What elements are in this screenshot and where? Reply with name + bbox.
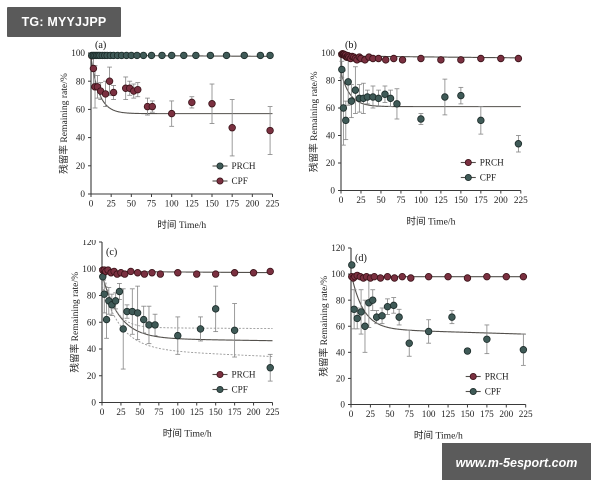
svg-text:20: 20 [336, 374, 346, 384]
svg-text:60: 60 [76, 105, 86, 115]
svg-text:75: 75 [396, 195, 406, 205]
svg-text:100: 100 [82, 264, 96, 274]
svg-text:75: 75 [154, 407, 164, 417]
svg-text:25: 25 [107, 198, 117, 208]
svg-text:100: 100 [165, 198, 179, 208]
svg-text:125: 125 [441, 409, 455, 419]
svg-text:(b): (b) [345, 40, 357, 51]
svg-text:60: 60 [336, 321, 346, 331]
svg-text:40: 40 [336, 347, 346, 357]
svg-text:100: 100 [71, 48, 85, 58]
svg-text:40: 40 [76, 133, 86, 143]
svg-text:时间 Time/h: 时间 Time/h [414, 430, 463, 442]
svg-text:0: 0 [340, 400, 345, 410]
svg-text:25: 25 [356, 195, 366, 205]
svg-text:20: 20 [76, 161, 86, 171]
svg-text:100: 100 [321, 48, 335, 58]
svg-text:0: 0 [80, 189, 85, 199]
svg-text:20: 20 [326, 158, 336, 168]
svg-text:25: 25 [366, 409, 376, 419]
svg-text:225: 225 [519, 409, 533, 419]
svg-text:残留率 Remaining rate/%: 残留率 Remaining rate/% [69, 272, 81, 373]
svg-text:75: 75 [147, 198, 157, 208]
svg-text:125: 125 [185, 198, 199, 208]
svg-text:PRCH: PRCH [485, 372, 509, 382]
svg-text:60: 60 [87, 317, 97, 327]
svg-text:175: 175 [480, 409, 494, 419]
svg-text:50: 50 [135, 407, 145, 417]
svg-text:CPF: CPF [480, 173, 496, 183]
svg-text:PRCH: PRCH [232, 161, 256, 171]
svg-text:25: 25 [116, 407, 126, 417]
svg-text:时间 Time/h: 时间 Time/h [406, 216, 455, 228]
svg-text:0: 0 [349, 409, 354, 419]
svg-text:50: 50 [127, 198, 137, 208]
svg-text:150: 150 [205, 198, 219, 208]
svg-text:PRCH: PRCH [232, 370, 256, 380]
svg-text:(c): (c) [106, 247, 117, 258]
svg-text:100: 100 [414, 195, 428, 205]
svg-text:CPF: CPF [232, 385, 248, 395]
svg-text:残留率 Remaining rate/%: 残留率 Remaining rate/% [318, 276, 330, 377]
svg-text:175: 175 [474, 195, 488, 205]
svg-text:120: 120 [331, 243, 345, 253]
svg-text:40: 40 [87, 344, 97, 354]
svg-text:0: 0 [339, 195, 344, 205]
svg-text:175: 175 [225, 198, 239, 208]
svg-text:80: 80 [87, 291, 97, 301]
svg-text:时间 Time/h: 时间 Time/h [157, 219, 206, 231]
svg-text:225: 225 [266, 198, 280, 208]
svg-text:80: 80 [336, 295, 346, 305]
svg-text:100: 100 [422, 409, 436, 419]
svg-text:0: 0 [100, 407, 105, 417]
svg-text:200: 200 [245, 198, 259, 208]
svg-text:120: 120 [82, 240, 96, 247]
svg-text:残留率 Remaining rate/%: 残留率 Remaining rate/% [58, 73, 70, 174]
svg-text:PRCH: PRCH [480, 158, 504, 168]
svg-text:75: 75 [405, 409, 415, 419]
svg-text:CPF: CPF [232, 176, 248, 186]
svg-text:175: 175 [228, 407, 242, 417]
svg-text:225: 225 [266, 407, 280, 417]
svg-text:0: 0 [89, 198, 94, 208]
svg-text:残留率 Remaining rate/%: 残留率 Remaining rate/% [308, 71, 320, 172]
svg-text:80: 80 [326, 76, 336, 86]
svg-text:20: 20 [87, 371, 97, 381]
svg-text:150: 150 [454, 195, 468, 205]
svg-text:50: 50 [385, 409, 395, 419]
svg-text:80: 80 [76, 76, 86, 86]
svg-text:100: 100 [331, 269, 345, 279]
svg-text:200: 200 [247, 407, 261, 417]
svg-text:100: 100 [171, 407, 185, 417]
svg-text:40: 40 [326, 131, 336, 141]
svg-text:150: 150 [461, 409, 475, 419]
svg-text:CPF: CPF [485, 387, 501, 397]
svg-text:60: 60 [326, 103, 336, 113]
svg-text:0: 0 [330, 186, 335, 196]
svg-text:(a): (a) [95, 40, 106, 51]
svg-text:150: 150 [209, 407, 223, 417]
svg-text:200: 200 [499, 409, 513, 419]
svg-text:(d): (d) [355, 253, 367, 264]
svg-text:225: 225 [514, 195, 528, 205]
svg-text:时间 Time/h: 时间 Time/h [163, 428, 212, 440]
svg-text:0: 0 [91, 398, 96, 408]
svg-text:200: 200 [494, 195, 508, 205]
svg-text:125: 125 [190, 407, 204, 417]
svg-text:50: 50 [376, 195, 386, 205]
svg-text:125: 125 [434, 195, 448, 205]
